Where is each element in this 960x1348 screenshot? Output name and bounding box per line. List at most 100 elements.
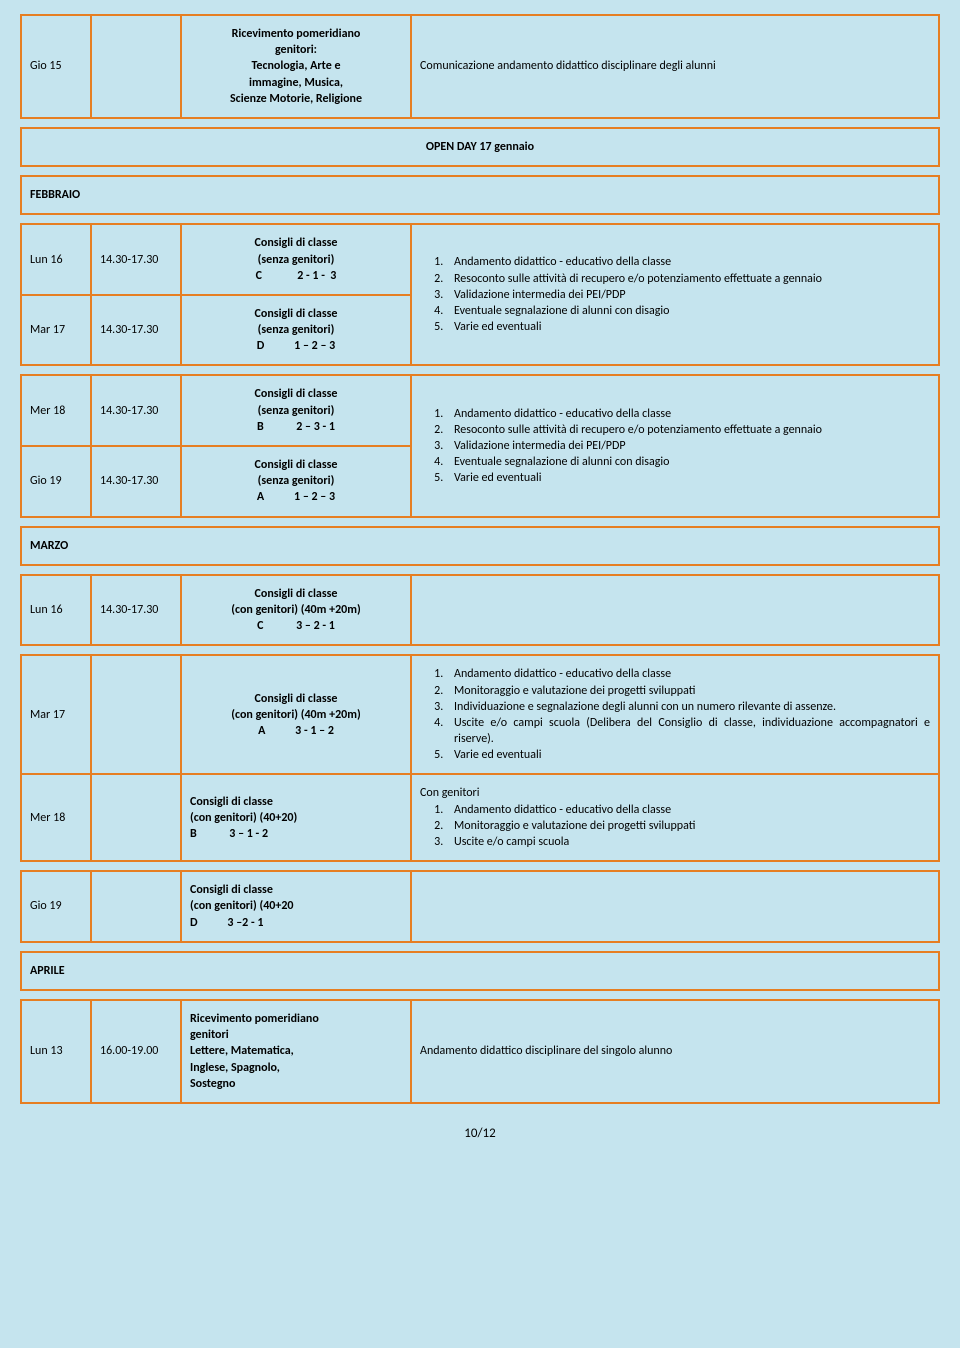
activity-text: (senza genitori) [190,403,402,419]
time-cell: 14.30-17.30 [91,375,181,446]
activity-cell: Consigli di classe (con genitori) (40+20… [181,871,411,942]
month-label: APRILE [21,952,939,990]
activity-cell: Consigli di classe (senza genitori) D 1 … [181,295,411,366]
day-cell: Mar 17 [21,655,91,774]
activity-text: Consigli di classe [190,386,402,402]
activity-text: Consigli di classe [190,586,402,602]
activity-text: (senza genitori) [190,252,402,268]
activity-text: B 2 – 3 - 1 [190,419,402,435]
activity-text: A 1 – 2 – 3 [190,489,402,505]
list-item: Varie ed eventuali [446,470,930,486]
activity-text: (senza genitori) [190,473,402,489]
activity-text: immagine, Musica, [190,75,402,91]
time-cell: 16.00-19.00 [91,1000,181,1103]
activity-cell: Consigli di classe (con genitori) (40m +… [181,575,411,646]
list-item: Uscite e/o campi scuola [446,834,930,850]
activity-text: D 1 – 2 – 3 [190,338,402,354]
row-feb-block2: Mer 18 14.30-17.30 Consigli di classe (s… [20,374,940,517]
activity-text: Consigli di classe [190,794,402,810]
month-label: FEBBRAIO [21,176,939,214]
day-cell: Lun 13 [21,1000,91,1103]
activity-text: (con genitori) (40m +20m) [190,602,402,618]
content-heading: Con genitori [420,785,930,801]
row-openday: OPEN DAY 17 gennaio [20,127,940,167]
day-cell: Mer 18 [21,375,91,446]
list-item: Andamento didattico - educativo della cl… [446,254,930,270]
activity-text: B 3 – 1 - 2 [190,826,402,842]
activity-text: Tecnologia, Arte e [190,58,402,74]
activity-text: (senza genitori) [190,322,402,338]
activity-cell: Consigli di classe (senza genitori) A 1 … [181,446,411,517]
list-item: Andamento didattico - educativo della cl… [446,802,930,818]
content-list: Andamento didattico - educativo della cl… [446,666,930,763]
row-month-aprile: APRILE [20,951,940,991]
row-gio15: Gio 15 Ricevimento pomeridiano genitori:… [20,14,940,119]
row-feb-block1: Lun 16 14.30-17.30 Consigli di classe (s… [20,223,940,366]
activity-text: genitori [190,1027,402,1043]
row-mar-block2: Mar 17 Consigli di classe (con genitori)… [20,654,940,862]
activity-text: genitori: [190,42,402,58]
time-cell [91,15,181,118]
content-cell: Con genitori Andamento didattico - educa… [411,774,939,861]
schedule-table: Gio 15 Ricevimento pomeridiano genitori:… [20,6,940,1112]
content-list: Andamento didattico - educativo della cl… [446,802,930,851]
content-list: Andamento didattico - educativo della cl… [446,254,930,335]
content-cell: Andamento didattico disciplinare del sin… [411,1000,939,1103]
time-cell [91,655,181,774]
activity-text: C 3 – 2 - 1 [190,618,402,634]
activity-text: Consigli di classe [190,457,402,473]
content-list: Andamento didattico - educativo della cl… [446,406,930,487]
activity-text: (con genitori) (40+20 [190,898,402,914]
activity-text: C 2 - 1 - 3 [190,268,402,284]
list-item: Andamento didattico - educativo della cl… [446,406,930,422]
list-item: Eventuale segnalazione di alunni con dis… [446,303,930,319]
day-cell: Mar 17 [21,295,91,366]
activity-text: D 3 –2 - 1 [190,915,402,931]
time-cell: 14.30-17.30 [91,575,181,646]
activity-cell: Consigli di classe (con genitori) (40+20… [181,774,411,861]
day-cell: Gio 19 [21,446,91,517]
content-cell [411,871,939,942]
list-item: Uscite e/o campi scuola (Delibera del Co… [446,715,930,747]
activity-text: Ricevimento pomeridiano [190,1011,402,1027]
time-cell [91,871,181,942]
day-cell: Lun 16 [21,575,91,646]
content-cell [411,575,939,646]
list-item: Andamento didattico - educativo della cl… [446,666,930,682]
activity-text: Scienze Motorie, Religione [190,91,402,107]
open-day-title: OPEN DAY 17 gennaio [21,128,939,166]
activity-text: (con genitori) (40m +20m) [190,707,402,723]
list-item: Resoconto sulle attività di recupero e/o… [446,271,930,287]
activity-text: A 3 - 1 – 2 [190,723,402,739]
row-month-marzo: MARZO [20,526,940,566]
list-item: Eventuale segnalazione di alunni con dis… [446,454,930,470]
row-mar-gio19: Gio 19 Consigli di classe (con genitori)… [20,870,940,943]
activity-cell: Consigli di classe (senza genitori) B 2 … [181,375,411,446]
day-cell: Lun 16 [21,224,91,295]
activity-text: Ricevimento pomeridiano [190,26,402,42]
list-item: Validazione intermedia dei PEI/PDP [446,438,930,454]
list-item: Monitoraggio e valutazione dei progetti … [446,683,930,699]
day-cell: Mer 18 [21,774,91,861]
activity-text: Lettere, Matematica, [190,1043,402,1059]
activity-text: Consigli di classe [190,235,402,251]
row-mar-lun16: Lun 16 14.30-17.30 Consigli di classe (c… [20,574,940,647]
day-cell: Gio 15 [21,15,91,118]
activity-text: Inglese, Spagnolo, [190,1060,402,1076]
time-cell: 14.30-17.30 [91,295,181,366]
month-label: MARZO [21,527,939,565]
activity-cell: Consigli di classe (con genitori) (40m +… [181,655,411,774]
activity-cell: Consigli di classe (senza genitori) C 2 … [181,224,411,295]
list-item: Varie ed eventuali [446,747,930,763]
activity-text: Sostegno [190,1076,402,1092]
row-apr-lun13: Lun 13 16.00-19.00 Ricevimento pomeridia… [20,999,940,1104]
time-cell [91,774,181,861]
activity-cell: Ricevimento pomeridiano genitori: Tecnol… [181,15,411,118]
list-item: Varie ed eventuali [446,319,930,335]
time-cell: 14.30-17.30 [91,224,181,295]
content-cell: Comunicazione andamento didattico discip… [411,15,939,118]
content-cell: Andamento didattico - educativo della cl… [411,224,939,365]
page-number: 10/12 [20,1126,940,1141]
activity-text: Consigli di classe [190,882,402,898]
content-cell: Andamento didattico - educativo della cl… [411,655,939,774]
